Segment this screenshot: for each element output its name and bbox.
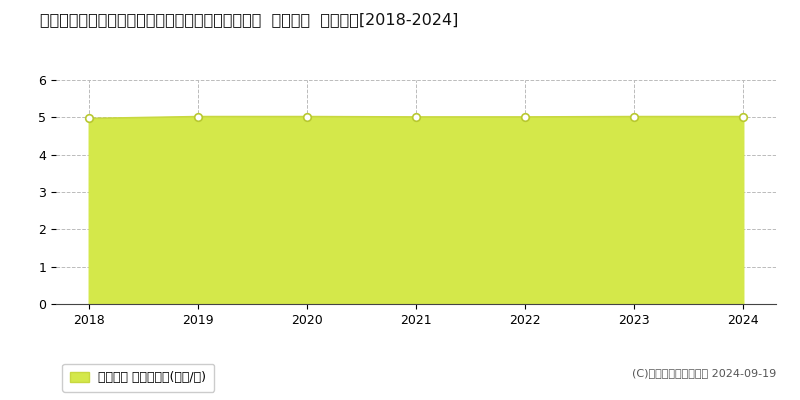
Legend: 基準地価 平均坪単価(万円/坪): 基準地価 平均坪単価(万円/坪)	[62, 364, 214, 392]
Point	[737, 113, 750, 120]
Point	[518, 114, 531, 120]
Point	[191, 113, 204, 120]
Point	[410, 114, 422, 120]
Text: (C)土地価格ドットコム 2024-09-19: (C)土地価格ドットコム 2024-09-19	[632, 368, 776, 378]
Point	[301, 113, 314, 120]
Text: 福島県双葉郡浪江町大字幾世橋字斉藤屋敷７０番２  基準地価  地価推移[2018-2024]: 福島県双葉郡浪江町大字幾世橋字斉藤屋敷７０番２ 基準地価 地価推移[2018-2…	[40, 12, 458, 27]
Point	[628, 113, 641, 120]
Point	[82, 115, 95, 122]
